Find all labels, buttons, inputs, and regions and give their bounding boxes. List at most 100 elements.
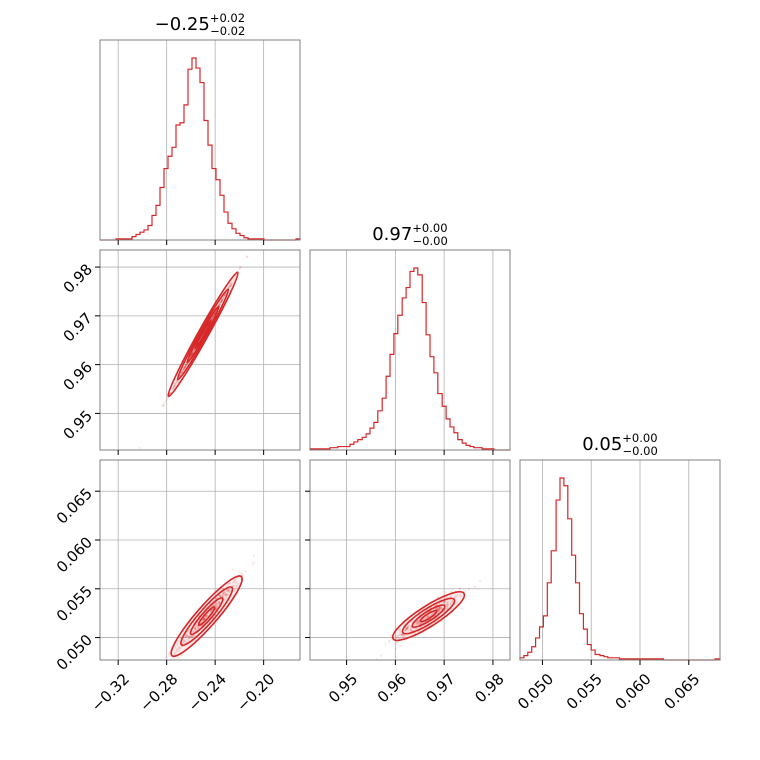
sample-point <box>223 294 227 297</box>
sample-point <box>233 584 236 587</box>
sample-point <box>446 600 449 603</box>
sample-point <box>177 646 181 649</box>
sample-point <box>446 607 449 610</box>
sample-point <box>206 615 209 618</box>
sample-point <box>182 368 185 371</box>
contour-level-3 <box>197 606 216 627</box>
sample-point <box>190 635 194 638</box>
sample-point <box>187 638 190 641</box>
sample-point <box>182 368 185 371</box>
sample-point <box>183 365 186 368</box>
contour-level-3 <box>194 319 212 350</box>
sample-point <box>190 637 194 640</box>
sample-point <box>204 615 207 618</box>
sample-point <box>205 615 208 618</box>
sample-point <box>185 363 188 366</box>
hist-panel-1: 0.97+0.00 −0.00 <box>309 221 511 455</box>
sample-point <box>451 600 454 603</box>
y-tick-label: 0.065 <box>53 485 96 528</box>
sample-point <box>205 613 208 617</box>
sample-point <box>194 627 197 630</box>
sample-point <box>180 371 183 374</box>
sample-point <box>406 626 409 630</box>
sample-point <box>417 619 420 622</box>
sample-point <box>437 608 440 612</box>
sample-point <box>182 368 186 372</box>
sample-point <box>399 644 402 648</box>
sample-point <box>218 594 221 597</box>
sample-point <box>379 654 382 657</box>
sample-point <box>416 620 419 624</box>
sample-point <box>407 618 410 621</box>
panel-background <box>100 460 300 660</box>
sample-point <box>190 353 193 356</box>
sample-point <box>398 630 402 634</box>
sample-point <box>227 588 230 591</box>
sample-point <box>410 629 413 633</box>
sample-point <box>423 617 426 620</box>
sample-point <box>222 591 225 595</box>
sample-point <box>446 605 449 608</box>
sample-point <box>185 363 189 366</box>
sample-point <box>234 274 238 277</box>
sample-point <box>215 606 218 609</box>
sample-point <box>193 627 196 630</box>
sample-point <box>216 605 219 608</box>
sample-point <box>186 638 189 641</box>
sample-point <box>179 372 183 375</box>
sample-point <box>226 593 229 596</box>
sample-point <box>221 299 224 302</box>
sample-point <box>175 641 179 644</box>
sample-point <box>181 368 185 371</box>
sample-point <box>388 639 391 642</box>
sample-point <box>191 634 194 638</box>
sample-point <box>442 610 446 613</box>
sample-point <box>227 588 230 591</box>
sample-point <box>438 609 441 612</box>
sample-point <box>464 597 467 600</box>
scatter-panel-2 <box>305 459 511 665</box>
y-tick-label: 0.95 <box>60 407 96 443</box>
panel-frame <box>99 459 301 661</box>
sample-point <box>196 626 200 629</box>
sample-point <box>203 617 206 620</box>
sample-point <box>236 582 239 585</box>
sample-point <box>165 399 168 403</box>
sample-point <box>176 380 179 384</box>
sample-point <box>438 608 441 611</box>
sample-point <box>223 590 227 593</box>
sample-point <box>437 609 441 612</box>
sample-point <box>184 640 187 644</box>
sample-point <box>184 635 187 638</box>
panel-background <box>520 460 720 660</box>
y-tick-label: 0.055 <box>53 582 96 625</box>
sample-point <box>450 600 453 603</box>
sample-point <box>435 607 438 611</box>
sample-point <box>183 366 186 369</box>
sample-point <box>175 648 178 651</box>
scatter-panel-0 <box>95 249 301 455</box>
sample-point <box>426 615 430 618</box>
sample-point <box>227 582 231 585</box>
sample-point <box>218 303 221 306</box>
x-tick-label: 0.065 <box>660 670 703 713</box>
sample-point <box>178 650 181 653</box>
sample-point <box>180 372 183 375</box>
sample-point <box>228 285 231 288</box>
sample-point <box>473 585 476 588</box>
sample-point <box>228 589 232 592</box>
sample-point <box>450 590 453 593</box>
sample-point <box>407 625 410 628</box>
sample-point <box>235 585 238 588</box>
sample-point <box>228 284 231 288</box>
sample-point <box>227 593 230 597</box>
sample-point <box>180 369 184 372</box>
sample-point <box>205 615 208 618</box>
sample-point <box>202 617 205 620</box>
sample-point <box>177 657 180 660</box>
sample-point <box>222 591 225 594</box>
sample-point <box>416 622 419 625</box>
histogram-1 <box>309 267 510 451</box>
sample-point <box>175 380 178 383</box>
panel-frame <box>519 459 721 661</box>
